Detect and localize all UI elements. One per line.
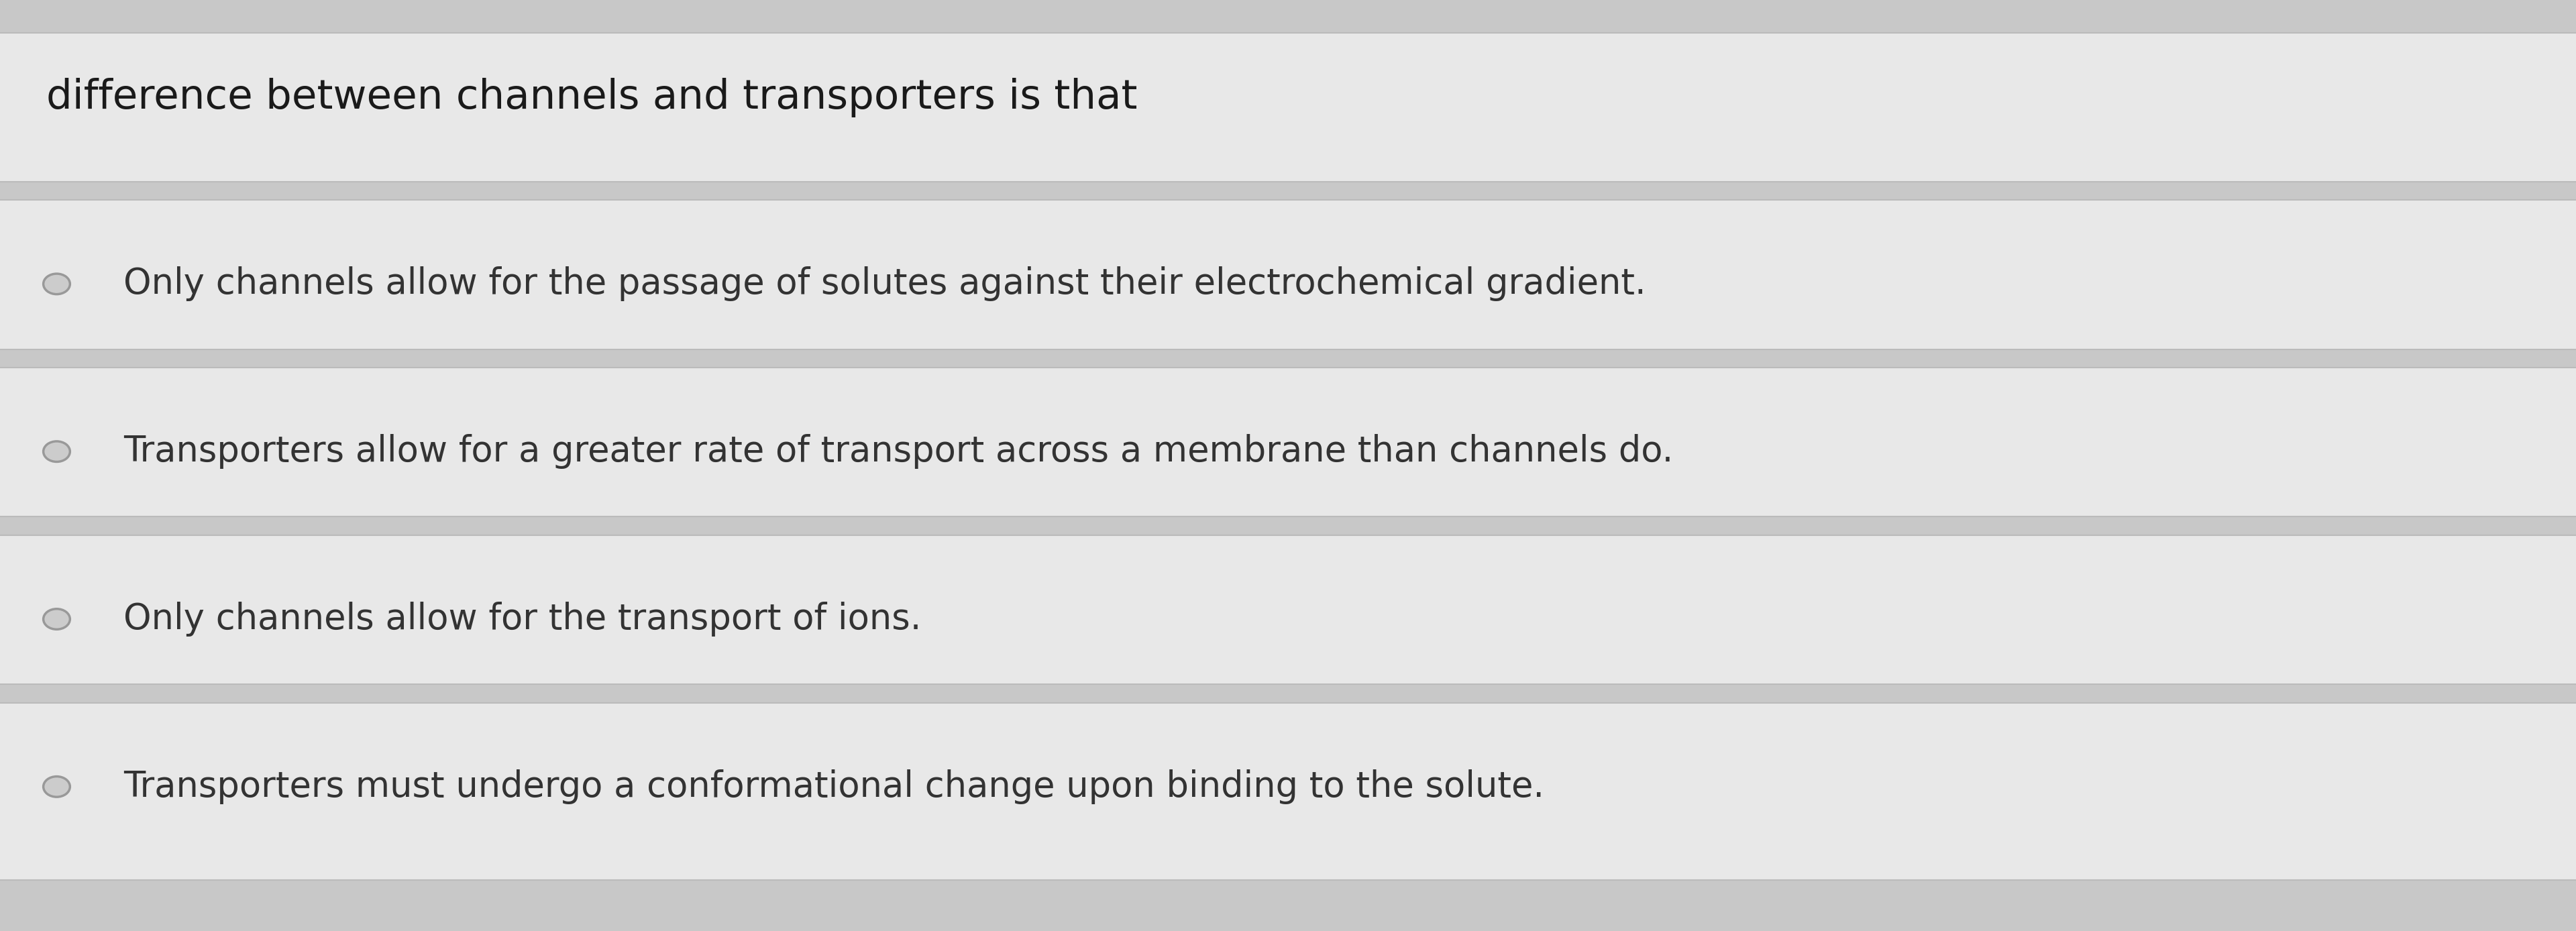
Bar (0, 182, 2576, 200)
Text: Only channels allow for the transport of ions.: Only channels allow for the transport of… (124, 601, 922, 637)
Bar (0, 349, 2576, 368)
Ellipse shape (44, 274, 70, 294)
Text: difference between channels and transporters is that: difference between channels and transpor… (46, 78, 1139, 117)
Bar (0, 684, 2576, 703)
Bar (0, 33, 2576, 182)
Bar (0, 0, 2576, 33)
Bar (0, 880, 2576, 931)
Bar (0, 200, 2576, 349)
Bar (0, 535, 2576, 684)
Text: Transporters must undergo a conformational change upon binding to the solute.: Transporters must undergo a conformation… (124, 769, 1546, 804)
Bar (0, 703, 2576, 880)
Bar (0, 517, 2576, 535)
Bar (0, 368, 2576, 517)
Ellipse shape (44, 609, 70, 629)
Text: Transporters allow for a greater rate of transport across a membrane than channe: Transporters allow for a greater rate of… (124, 434, 1674, 469)
Ellipse shape (44, 776, 70, 797)
Text: Only channels allow for the passage of solutes against their electrochemical gra: Only channels allow for the passage of s… (124, 266, 1646, 302)
Ellipse shape (44, 441, 70, 462)
